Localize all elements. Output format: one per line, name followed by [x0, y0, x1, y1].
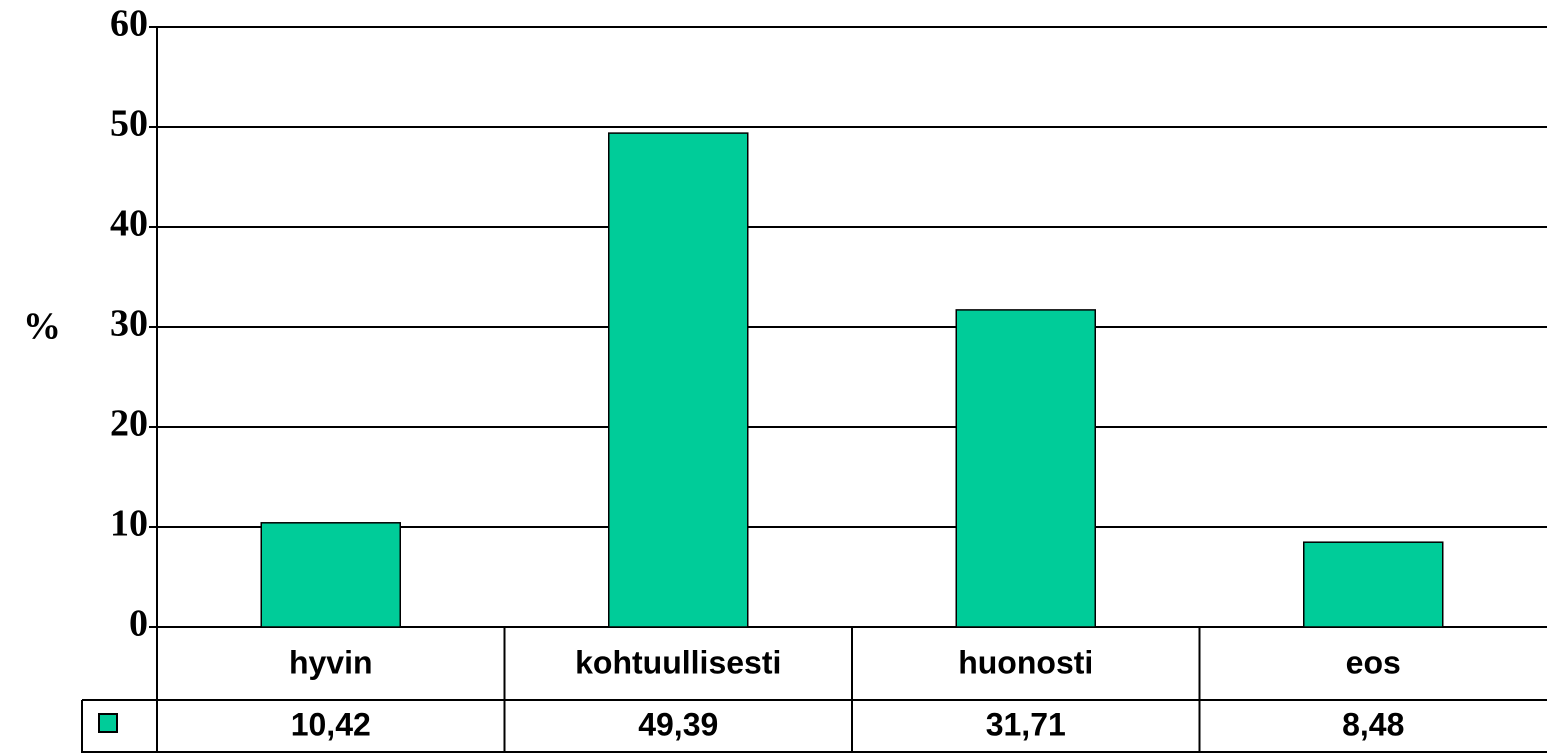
y-tick-label: 60	[110, 3, 148, 45]
data-label: 49,39	[638, 706, 718, 742]
y-tick-label: 30	[110, 303, 148, 345]
x-tick-label: hyvin	[289, 644, 373, 680]
y-tick-label: 50	[110, 103, 148, 145]
data-label: 31,71	[986, 706, 1066, 742]
y-tick-label: 40	[110, 203, 148, 245]
data-label: 10,42	[291, 706, 371, 742]
bar	[260, 522, 401, 628]
y-tick-label: 10	[110, 503, 148, 545]
y-tick-label: 0	[129, 603, 148, 645]
legend-key	[98, 713, 118, 733]
data-label: 8,48	[1342, 706, 1404, 742]
x-tick-label: huonosti	[958, 644, 1093, 680]
x-tick-label: kohtuullisesti	[575, 644, 781, 680]
bar	[1303, 541, 1444, 628]
x-tick-label: eos	[1346, 644, 1401, 680]
y-tick-label: 20	[110, 403, 148, 445]
bar	[608, 132, 749, 628]
bar	[955, 309, 1096, 628]
y-axis-label: %	[23, 306, 61, 348]
